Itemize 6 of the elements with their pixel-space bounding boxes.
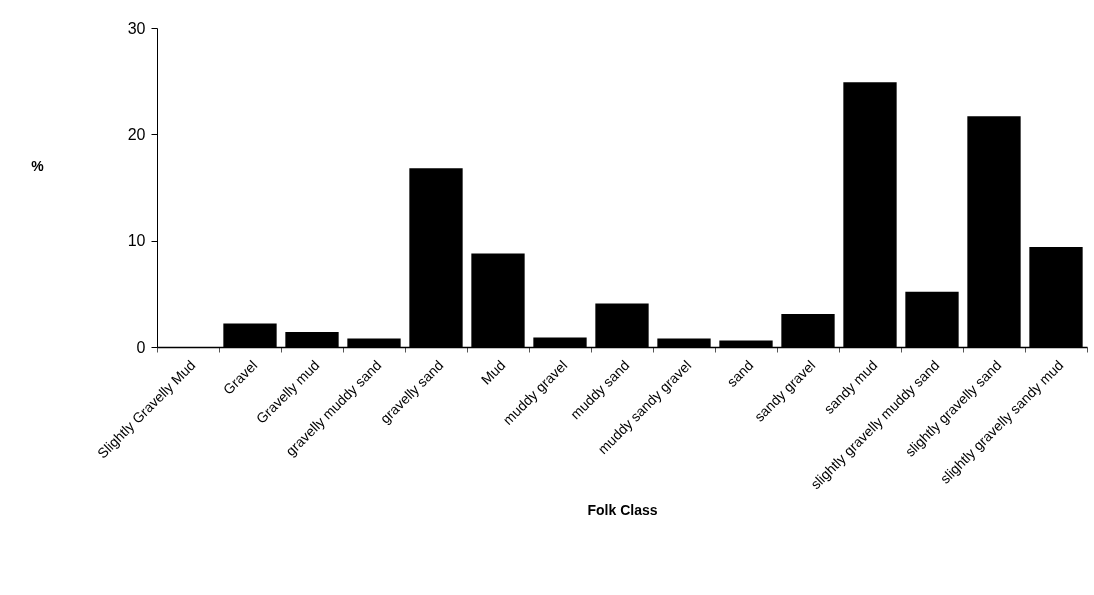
x-axis-title: Folk Class bbox=[587, 502, 658, 519]
y-tick-label: 20 bbox=[127, 125, 146, 143]
y-tick-label: 10 bbox=[127, 232, 146, 250]
y-tick-label: 30 bbox=[127, 19, 146, 37]
y-axis-title: % bbox=[31, 157, 45, 174]
y-tick-label: 0 bbox=[136, 338, 146, 356]
